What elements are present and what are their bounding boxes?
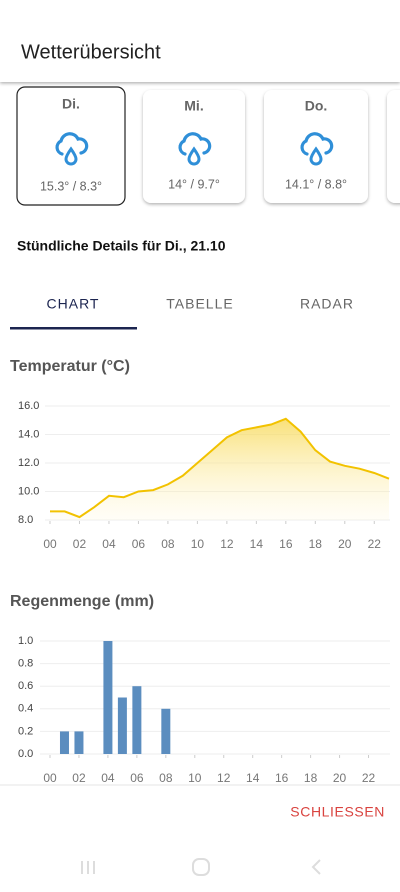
x-tick-label: 16 [279, 537, 293, 551]
y-tick-label: 10.0 [18, 485, 39, 497]
x-tick-label: 08 [159, 771, 173, 785]
y-tick-label: 8.0 [18, 514, 33, 526]
x-tick-label: 12 [220, 537, 234, 551]
x-tick-label: 02 [73, 537, 87, 551]
tab[interactable]: RADAR [300, 296, 354, 312]
charts: Temperatur (°C) 8.0 10.0 12.0 14.0 16.0 00 02 04… [10, 358, 390, 785]
day-temps: 15.3° / 8.3° [40, 179, 102, 193]
bar [103, 641, 113, 754]
subtitle: Stündliche Details für Di., 21.10 [17, 238, 226, 254]
close-button[interactable]: SCHLIESSEN [290, 804, 385, 820]
x-tick-label: 04 [101, 771, 115, 785]
bar [59, 731, 69, 754]
y-tick-label: 12.0 [18, 457, 39, 469]
x-tick-label: 08 [161, 537, 175, 551]
x-tick-label: 00 [43, 537, 57, 551]
bar [132, 686, 142, 754]
line [50, 417, 390, 519]
bar [74, 731, 84, 754]
x-tick-label: 22 [368, 537, 382, 551]
tab[interactable]: TABELLE [166, 296, 233, 312]
y-tick-label: 0.4 [18, 703, 33, 715]
x-tick-label: 10 [191, 537, 205, 551]
nav-back[interactable] [311, 859, 321, 875]
day-name: Do. [305, 98, 328, 114]
bar [161, 708, 171, 754]
page-title: Wetterübersicht [21, 41, 161, 63]
day-name: Di. [62, 96, 80, 112]
y-tick-label: 14.0 [18, 428, 39, 440]
x-tick-label: 06 [132, 537, 146, 551]
x-tick-label: 10 [188, 771, 202, 785]
x-tick-label: 16 [275, 771, 289, 785]
x-tick-label: 20 [333, 771, 347, 785]
y-tick-label: 16.0 [18, 400, 39, 412]
chart-title: Temperatur (°C) [10, 358, 130, 375]
x-tick-label: 14 [246, 771, 260, 785]
x-tick-label: 20 [338, 537, 352, 551]
x-tick-label: 18 [309, 537, 323, 551]
x-tick-label: 22 [362, 771, 376, 785]
nav-recent[interactable] [81, 861, 95, 874]
tab[interactable]: CHART [47, 296, 100, 312]
nav-bar [81, 858, 321, 876]
bar [117, 697, 127, 754]
day-temps: 14° / 9.7° [168, 177, 220, 191]
y-tick-label: 1.0 [18, 635, 33, 647]
day-card[interactable] [387, 90, 400, 203]
day-name: Mi. [184, 98, 203, 114]
nav-home[interactable] [192, 858, 210, 876]
x-tick-label: 00 [43, 771, 57, 785]
y-tick-label: 0.8 [18, 658, 33, 670]
x-tick-label: 18 [304, 771, 318, 785]
day-cards: Di. Mi. Do. 15.3° / 8.3° 14° / 9.7° 14.1… [16, 86, 400, 206]
day-temps: 14.1° / 8.8° [285, 177, 347, 191]
tab-indicator [10, 327, 137, 330]
day-card[interactable] [16, 86, 126, 206]
x-tick-label: 06 [130, 771, 144, 785]
x-tick-label: 02 [72, 771, 86, 785]
x-tick-label: 14 [250, 537, 264, 551]
app-bar [0, 0, 400, 82]
y-tick-label: 0.0 [18, 748, 33, 760]
x-tick-label: 12 [217, 771, 231, 785]
area [50, 418, 389, 520]
y-tick-label: 0.2 [18, 725, 33, 737]
y-tick-label: 0.6 [18, 680, 33, 692]
x-tick-label: 04 [102, 537, 116, 551]
chart-title: Regenmenge (mm) [10, 593, 154, 610]
